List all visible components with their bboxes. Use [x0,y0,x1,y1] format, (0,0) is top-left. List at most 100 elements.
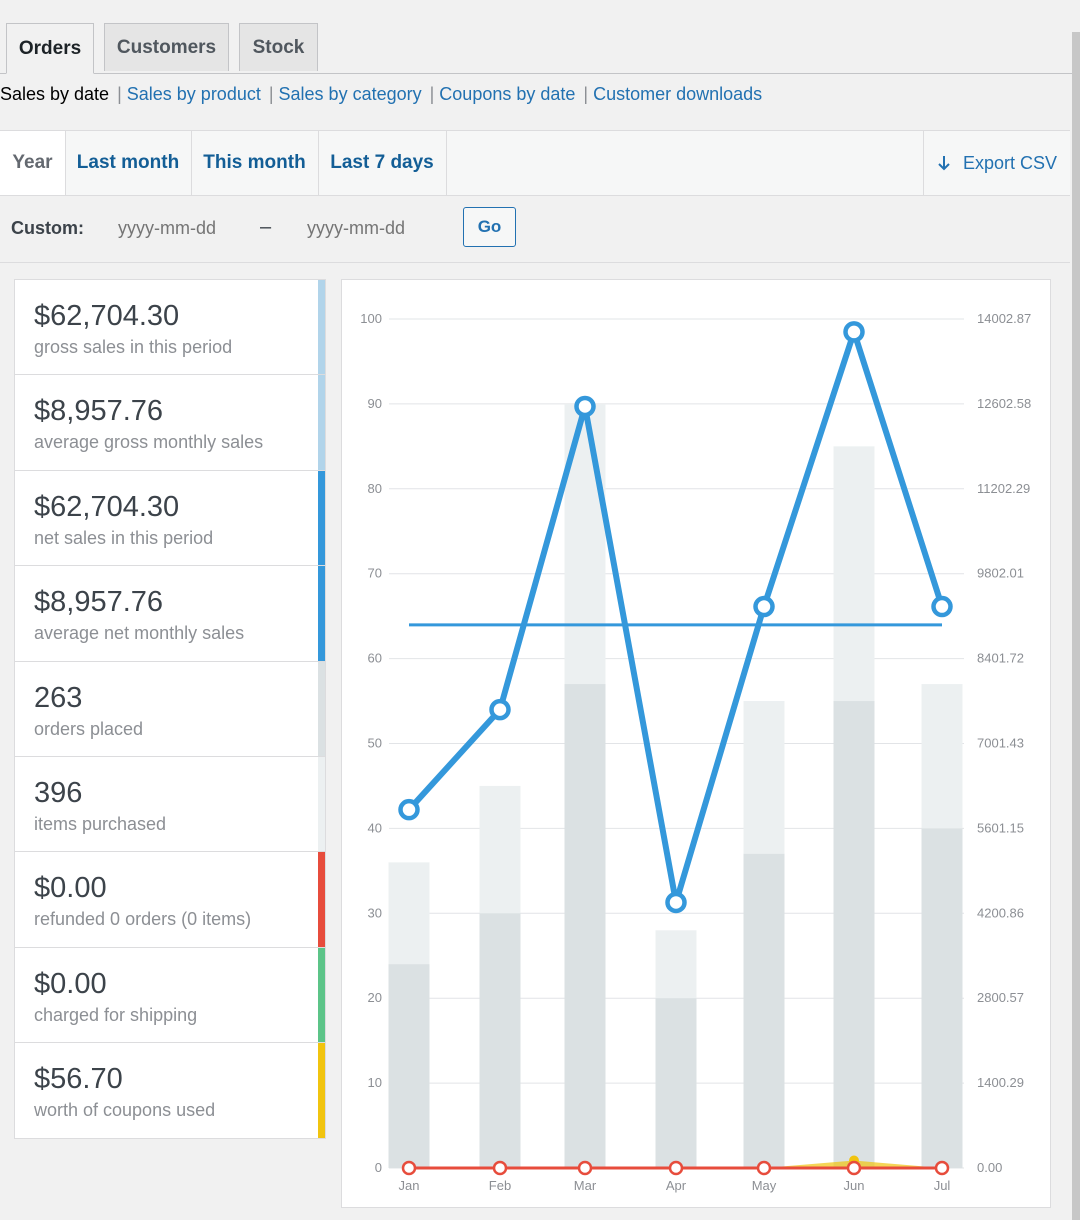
bar-orders-placed [833,701,875,1168]
point-refunds [668,1160,684,1176]
x-tick: Jul [934,1178,951,1193]
export-csv-label: Export CSV [962,152,1058,173]
custom-range-row: Custom: – Go [0,195,1070,262]
y-right-tick: 0.00 [977,1160,1002,1175]
bar-orders-placed [921,828,963,1168]
chart-legend: $62,704.30 gross sales in this period $8,9… [14,279,326,1139]
point-net-sales [574,395,596,418]
legend-amount: $0.00 [34,967,107,1000]
range-year[interactable]: Year [0,131,66,195]
start-date-input[interactable] [118,208,268,248]
y-left-tick: 30 [368,905,382,920]
subnav-sales-by-date: Sales by date [0,84,110,104]
y-left-tick: 90 [368,396,382,411]
report-subnav: Sales by date | Sales by product | Sales… [0,84,763,104]
y-left-tick: 60 [368,651,382,666]
export-csv-button[interactable]: Export CSV [923,131,1070,195]
point-refunds [492,1160,508,1176]
go-button[interactable]: Go [463,207,516,247]
legend-color-bar [318,375,325,470]
point-net-sales [665,891,687,914]
y-left-tick: 100 [360,311,382,326]
custom-label: Custom: [11,218,84,238]
subnav-coupons-by-date[interactable]: Coupons by date [439,84,576,104]
y-left-tick: 20 [368,990,382,1005]
subnav-sales-by-category[interactable]: Sales by category [278,84,422,104]
legend-item[interactable]: $62,704.30 net sales in this period [15,470,325,567]
bar-orders-placed [479,913,521,1168]
y-left-tick: 70 [368,566,382,581]
point-refunds [756,1160,772,1176]
legend-color-bar [318,470,325,566]
legend-item[interactable]: $8,957.76 average net monthly sales [15,566,325,662]
legend-item[interactable]: $0.00 charged for shipping [15,947,325,1044]
legend-description: refunded 0 orders (0 items) [34,909,252,930]
end-date-input[interactable] [307,208,457,248]
legend-amount: $56.70 [34,1063,123,1096]
legend-color-bar [318,852,325,947]
legend-description: average gross monthly sales [34,432,264,453]
legend-description: worth of coupons used [34,1100,216,1121]
bar-orders-placed [655,998,697,1168]
bar-orders-placed [743,853,785,1168]
y-right-tick: 9802.01 [977,566,1024,581]
legend-amount: $62,704.30 [34,490,180,523]
y-right-tick: 4200.86 [977,905,1024,920]
date-separator: – [260,216,272,238]
y-right-tick: 5601.15 [977,820,1024,835]
legend-item[interactable]: $8,957.76 average gross monthly sales [15,375,325,471]
point-net-sales [931,595,953,618]
date-range-bar: Year Last month This month Last 7 days E… [0,130,1070,263]
legend-item[interactable]: $0.00 refunded 0 orders (0 items) [15,852,325,948]
tab-orders[interactable]: Orders [6,23,94,74]
area-coupons [409,1160,942,1168]
legend-color-bar [318,566,325,661]
y-left-tick: 80 [368,481,382,496]
y-right-tick: 8401.72 [977,651,1024,666]
x-tick: Apr [666,1178,687,1193]
report-tabs: Orders Customers Stock [0,0,1072,74]
x-tick: May [752,1178,777,1193]
point-refunds [846,1160,862,1176]
scrollbar[interactable] [1072,32,1080,1220]
sales-chart: 0 0.00 10 1400.29 20 2800.57 30 4200.86 40 5601.1… [341,279,1051,1208]
y-right-tick: 7001.43 [977,736,1024,751]
point-net-sales [489,698,511,721]
legend-color-bar [318,756,325,852]
tab-stock[interactable]: Stock [239,23,318,71]
legend-amount: $62,704.30 [34,300,180,332]
legend-amount: $0.00 [34,872,107,905]
y-right-tick: 12602.58 [977,396,1031,411]
range-last-month[interactable]: Last month [65,131,192,195]
x-tick: Feb [489,1178,511,1193]
y-left-tick: 50 [368,736,382,751]
subnav-customer-downloads[interactable]: Customer downloads [593,84,763,104]
y-right-tick: 2800.57 [977,990,1024,1005]
y-left-tick: 40 [368,820,382,835]
point-net-sales [398,798,420,821]
legend-item[interactable]: $56.70 worth of coupons used [15,1043,325,1139]
y-left-tick: 0 [375,1160,382,1175]
legend-color-bar [318,947,325,1043]
legend-amount: $8,957.76 [34,395,164,428]
y-right-tick: 1400.29 [977,1075,1024,1090]
tab-customers[interactable]: Customers [104,23,229,71]
range-last-7-days[interactable]: Last 7 days [318,131,447,195]
point-refunds [401,1160,417,1176]
legend-color-bar [318,1043,325,1138]
legend-description: items purchased [34,813,167,834]
range-this-month[interactable]: This month [191,131,319,195]
legend-item[interactable]: 263 orders placed [15,661,325,757]
legend-item[interactable]: 396 items purchased [15,756,325,853]
legend-item[interactable]: $62,704.30 gross sales in this period [15,280,325,376]
legend-color-bar [318,661,325,756]
point-net-sales [753,595,775,618]
legend-amount: 396 [34,776,83,809]
legend-color-bar [318,280,325,375]
subnav-sales-by-product[interactable]: Sales by product [126,84,261,104]
x-tick: Mar [574,1178,597,1193]
legend-description: net sales in this period [34,527,214,548]
legend-amount: 263 [34,681,83,714]
x-tick: Jan [399,1178,420,1193]
chart-svg: 0 0.00 10 1400.29 20 2800.57 30 4200.86 40 5601.1… [360,311,1031,1193]
